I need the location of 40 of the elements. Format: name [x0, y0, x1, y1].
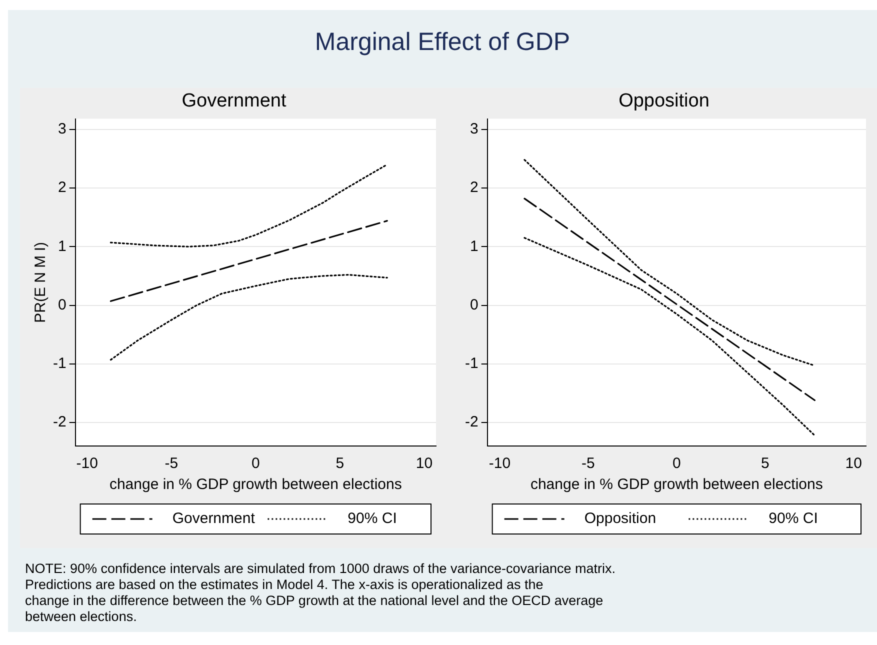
- x-tick-label: 0: [251, 455, 260, 472]
- y-tick-label: 0: [470, 296, 478, 314]
- text: between elections.: [25, 609, 138, 625]
- line-series: [110, 274, 388, 361]
- x-tick-label: -5: [164, 455, 178, 472]
- x-axis-title: change in % GDP growth between elections: [109, 476, 402, 494]
- line-series: [524, 237, 816, 436]
- y-tick-label: 2: [470, 179, 478, 196]
- x-tick-label: 10: [845, 455, 862, 472]
- y-tick-label: 2: [58, 179, 66, 196]
- y-tick-label: 3: [58, 120, 66, 138]
- y-tick-label: 1: [470, 238, 478, 255]
- x-tick-label: -10: [488, 455, 511, 472]
- x-tick-label: 10: [416, 455, 433, 472]
- legend-label: Opposition: [584, 510, 656, 528]
- chart-subtitle: Opposition: [618, 90, 710, 112]
- chart-subtitle: Government: [182, 90, 287, 112]
- x-tick-label: -10: [76, 455, 98, 472]
- y-tick-label: -2: [464, 414, 478, 431]
- chart-title: Marginal Effect of GDP: [314, 28, 572, 57]
- y-tick-label: 1: [58, 238, 66, 255]
- x-tick-label: 5: [336, 455, 344, 472]
- x-tick-label: 0: [672, 455, 681, 472]
- text: Predictions are based on the estimates in Model 4. The x-axis is operationalized as the: [25, 577, 544, 593]
- x-tick-label: 5: [760, 455, 770, 472]
- line-series: [524, 159, 816, 366]
- y-tick-label: -1: [52, 355, 66, 372]
- legend-label: 90% CI: [768, 510, 818, 528]
- x-axis-title: change in % GDP growth between elections: [530, 476, 823, 494]
- y-tick-label: -2: [52, 414, 66, 431]
- legend-label: 90% CI: [348, 510, 397, 528]
- x-tick-label: -5: [582, 455, 595, 472]
- y-tick-label: 0: [58, 296, 66, 314]
- y-axis-title: PR(E N M I): [32, 242, 50, 323]
- text: NOTE: 90% confidence intervals are simulated from 1000 draws of the variance-covariance matrix.: [25, 561, 616, 577]
- y-tick-label: -1: [464, 355, 478, 372]
- y-tick-label: 3: [470, 120, 478, 138]
- text: change in the difference between the % GDP growth at the national level and the OECD average: [25, 593, 604, 609]
- line-series: [110, 164, 388, 248]
- legend-label: Government: [172, 510, 256, 528]
